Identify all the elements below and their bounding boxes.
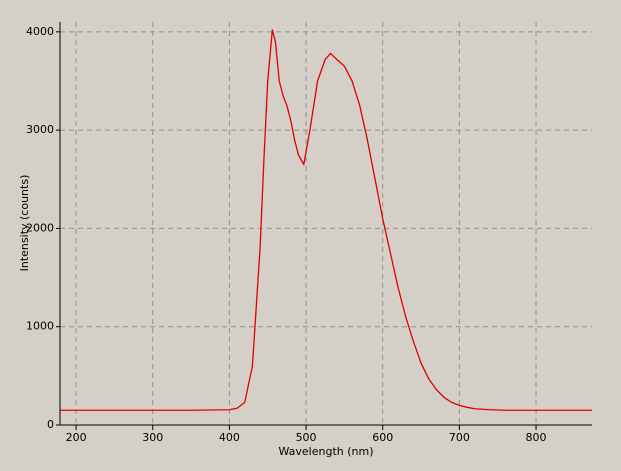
y-axis-label: Intensity (counts) [18,175,31,272]
x-tick-label: 400 [219,431,240,444]
y-tick-label: 4000 [26,25,54,38]
x-tick-label: 200 [66,431,87,444]
y-tick-label: 1000 [26,320,54,333]
x-tick-label: 500 [296,431,317,444]
y-tick-label: 2000 [26,221,54,234]
y-tick-label: 0 [47,418,54,431]
y-tick-label: 3000 [26,123,54,136]
spectrum-line [60,29,592,411]
x-tick-label: 700 [449,431,470,444]
x-tick-label: 600 [372,431,393,444]
x-axis-label: Wavelength (nm) [278,445,373,458]
x-tick-label: 300 [142,431,163,444]
x-tick-label: 800 [526,431,547,444]
